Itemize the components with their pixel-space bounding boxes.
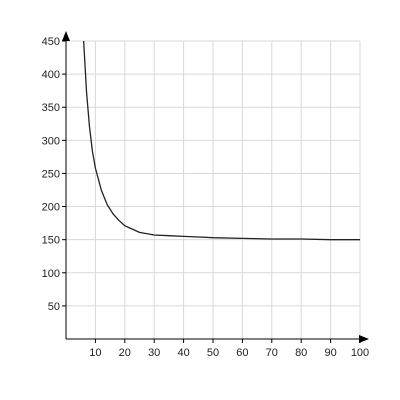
x-tick-label: 30 xyxy=(148,347,160,359)
y-tick-label: 200 xyxy=(42,202,60,214)
y-tick-label: 100 xyxy=(42,268,60,280)
y-tick-label: 300 xyxy=(42,135,60,147)
x-tick-label: 100 xyxy=(351,347,369,359)
y-tick-label: 150 xyxy=(42,235,60,247)
y-axis-arrow-icon xyxy=(62,31,70,41)
x-tick-label: 10 xyxy=(89,347,101,359)
y-tick-label: 350 xyxy=(42,102,60,114)
x-tick-label: 60 xyxy=(236,347,248,359)
y-tick-label: 450 xyxy=(42,36,60,48)
x-axis-arrow-icon xyxy=(359,335,369,343)
y-tick-label: 400 xyxy=(42,69,60,81)
tick-labels: 10 20 30 40 50 60 70 80 90 100 50 100 150 200 250 300 35… xyxy=(42,36,370,359)
x-tick-label: 50 xyxy=(207,347,219,359)
x-tick-label: 70 xyxy=(266,347,278,359)
y-tick-label: 250 xyxy=(42,168,60,180)
series-line-0 xyxy=(82,40,360,241)
y-tick-label: 50 xyxy=(48,301,60,313)
grid xyxy=(66,40,361,339)
series-group xyxy=(82,40,360,241)
x-tick-label: 40 xyxy=(177,347,189,359)
x-tick-label: 20 xyxy=(119,347,131,359)
x-tick-label: 90 xyxy=(324,347,336,359)
axes xyxy=(62,31,369,343)
x-tick-label: 80 xyxy=(295,347,307,359)
